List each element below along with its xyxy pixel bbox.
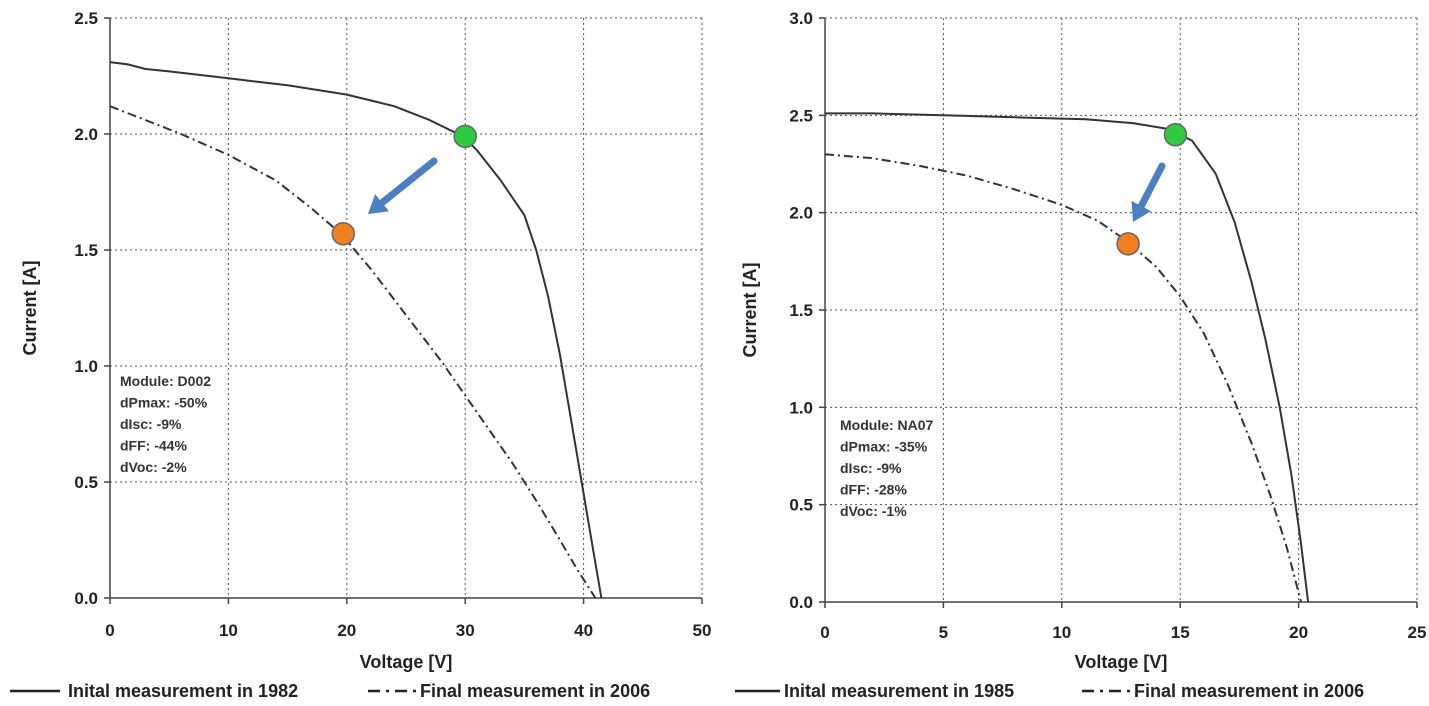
x-tick-label: 15 — [1171, 623, 1190, 642]
x-tick-label: 20 — [1289, 623, 1308, 642]
x-tick-label: 40 — [574, 621, 593, 640]
series-line-initial — [825, 112, 1310, 603]
legend-label-initial: Inital measurement in 1985 — [784, 681, 1014, 701]
info-box-line: dIsc: -9% — [840, 460, 902, 476]
y-tick-label: 1.0 — [74, 357, 98, 376]
info-box-line: dPmax: -50% — [120, 395, 208, 411]
x-tick-label: 50 — [693, 621, 712, 640]
initial-mpp-marker — [453, 124, 477, 149]
x-tick-label: 5 — [939, 623, 948, 642]
x-tick-label: 30 — [456, 621, 475, 640]
legend-label-final: Final measurement in 2006 — [420, 681, 650, 701]
y-tick-label: 2.0 — [74, 125, 98, 144]
x-tick-label: 0 — [820, 623, 829, 642]
chart-panel-left: 0 10 20 30 40 50 0.0 0.5 1.0 1.5 2.0 2.5 Voltage [V]… — [10, 9, 711, 701]
info-box-line: dPmax: -35% — [840, 439, 928, 455]
degradation-arrow-head — [1131, 200, 1152, 222]
info-box-line: Module: D002 — [120, 373, 211, 389]
final-mpp-marker — [331, 222, 355, 246]
y-tick-label: 2.5 — [74, 9, 98, 28]
y-tick-label: 0.0 — [789, 593, 813, 612]
chart-panel-right: 0 5 10 15 20 25 0.0 0.5 1.0 1.5 2.0 2.5 3.0 Voltage [… — [735, 9, 1426, 701]
series-line-final — [824, 153, 1302, 603]
legend-label-initial: Inital measurement in 1982 — [68, 681, 298, 701]
y-axis-title: Current [A] — [740, 263, 760, 358]
info-box-line: dIsc: -9% — [120, 416, 182, 432]
y-tick-label: 1.5 — [74, 241, 98, 260]
degradation-arrow — [1137, 162, 1166, 210]
final-mpp-marker — [1116, 232, 1140, 256]
x-tick-label: 25 — [1408, 623, 1427, 642]
info-box-line: dFF: -28% — [840, 482, 907, 498]
x-tick-label: 10 — [219, 621, 238, 640]
x-axis-title: Voltage [V] — [1075, 652, 1168, 672]
x-tick-label: 0 — [105, 621, 114, 640]
info-box-line: dVoc: -1% — [840, 503, 907, 519]
x-tick-label: 10 — [1052, 623, 1071, 642]
y-tick-label: 3.0 — [789, 9, 813, 28]
y-tick-label: 1.0 — [789, 398, 813, 417]
y-tick-label: 0.5 — [789, 496, 813, 515]
y-axis-title: Current [A] — [20, 261, 40, 356]
y-tick-label: 2.0 — [789, 204, 813, 223]
y-tick-label: 2.5 — [789, 106, 813, 125]
initial-mpp-marker — [1163, 123, 1188, 147]
x-tick-label: 20 — [337, 621, 356, 640]
y-tick-label: 1.5 — [789, 301, 813, 320]
legend-label-final: Final measurement in 2006 — [1134, 681, 1364, 701]
degradation-arrow-head — [368, 194, 389, 214]
info-box-line: dFF: -44% — [120, 438, 187, 454]
degradation-arrow — [378, 157, 438, 207]
y-tick-label: 0.0 — [74, 589, 98, 608]
info-box-line: Module: NA07 — [840, 417, 934, 433]
y-tick-label: 0.5 — [74, 473, 98, 492]
series-line-final — [109, 105, 597, 599]
info-box-line: dVoc: -2% — [120, 459, 187, 475]
x-axis-title: Voltage [V] — [360, 652, 453, 672]
